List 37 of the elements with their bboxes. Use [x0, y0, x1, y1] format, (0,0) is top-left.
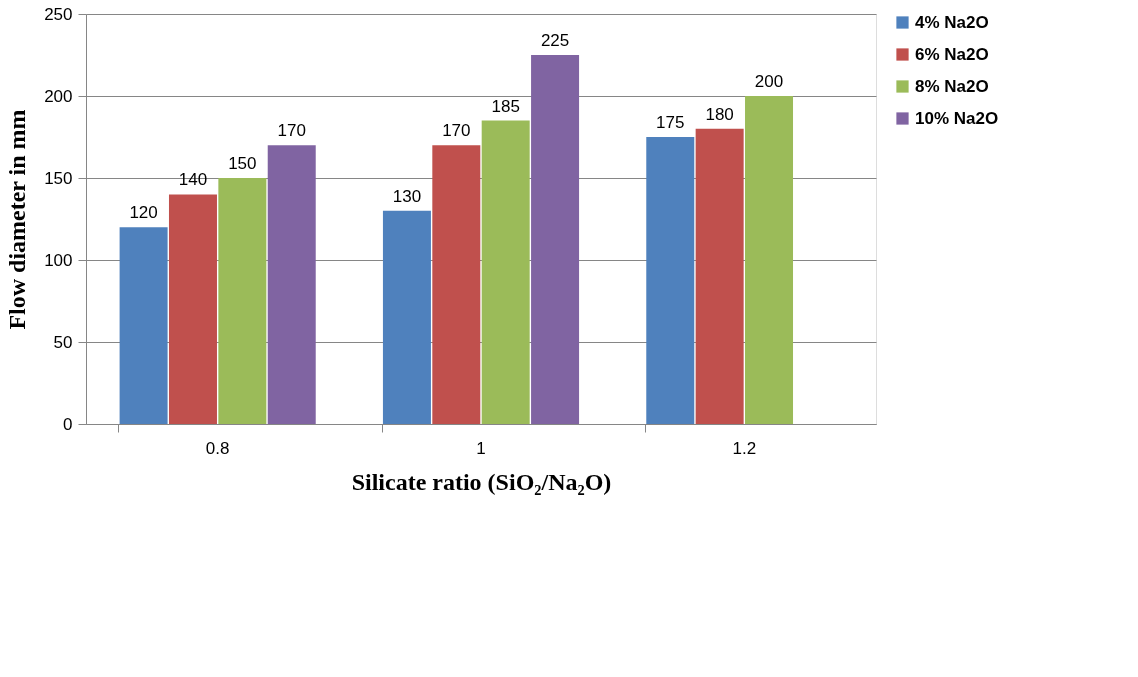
data-label: 170: [442, 121, 471, 141]
y-axis-title: Flow diameter in mm: [4, 109, 31, 330]
x-tick-label: 0.8: [205, 438, 230, 458]
legend-label: 6% Na2O: [915, 44, 989, 64]
y-tick-label: 100: [44, 250, 73, 270]
x-axis-title: Silicate ratio (SiO₂/Na₂O): [351, 468, 612, 495]
bar: [745, 96, 794, 424]
bar: [267, 145, 316, 424]
data-label: 170: [277, 121, 306, 141]
data-label: 120: [129, 203, 158, 223]
bar: [481, 120, 530, 424]
x-tick-label: 1.2: [732, 438, 757, 458]
data-label: 140: [178, 170, 208, 190]
y-tick-label: 250: [44, 4, 73, 24]
bar: [531, 55, 580, 424]
legend-label: 4% Na2O: [915, 12, 989, 32]
x-tick-label: 1: [476, 438, 486, 458]
data-label: 180: [705, 104, 734, 124]
legend-label: 10% Na2O: [915, 108, 999, 128]
y-tick-label: 50: [53, 332, 73, 352]
bar: [382, 210, 431, 424]
bar: [218, 178, 267, 424]
y-tick-label: 150: [44, 168, 73, 188]
data-label: 130: [392, 186, 422, 206]
bar: [119, 227, 168, 424]
data-label: 200: [754, 72, 784, 91]
bar: [695, 128, 744, 424]
data-label: 175: [656, 113, 685, 132]
data-label: 150: [228, 154, 257, 173]
y-tick-label: 0: [63, 414, 73, 434]
bar: [432, 145, 481, 424]
data-label: 185: [491, 96, 520, 116]
legend-label: 8% Na2O: [915, 76, 989, 96]
data-label: 225: [540, 31, 570, 50]
y-tick-label: 200: [44, 86, 73, 106]
bar: [646, 137, 695, 424]
bar: [168, 194, 217, 424]
